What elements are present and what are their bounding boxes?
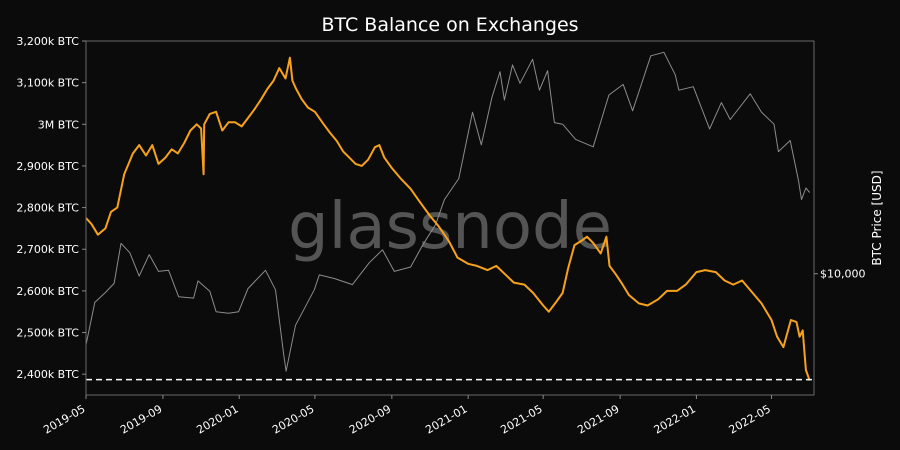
right-axis-tick-label: $10,000 [820, 268, 866, 281]
balance-layer [85, 56, 811, 381]
left-axis-tick-label: 2,400k BTC [16, 368, 79, 381]
left-axis-tick-label: 3,200k BTC [16, 35, 79, 48]
left-axis-tick-label: 3,100k BTC [16, 77, 79, 90]
plot-frame [85, 40, 815, 396]
left-axis-tick-label: 2,700k BTC [16, 243, 79, 256]
balance-series-line [85, 56, 811, 381]
left-axis: 2,400k BTC 2,500k BTC 2,600k BTC 2,700k BTC… [16, 35, 86, 381]
left-axis-tick-label: 2,600k BTC [16, 285, 79, 298]
left-axis-tick-label: 3M BTC [38, 118, 80, 131]
price-series-line [85, 51, 810, 372]
left-axis-tick-label: 2,900k BTC [16, 160, 79, 173]
price-layer [85, 51, 810, 372]
chart-title: BTC Balance on Exchanges [321, 14, 578, 36]
right-axis: $10,000 [814, 268, 866, 281]
left-axis-tick-label: 2,500k BTC [16, 327, 79, 340]
watermark: glassnode [288, 190, 612, 264]
right-axis-label: BTC Price [USD] [870, 170, 884, 265]
left-axis-tick-label: 2,800k BTC [16, 202, 79, 215]
